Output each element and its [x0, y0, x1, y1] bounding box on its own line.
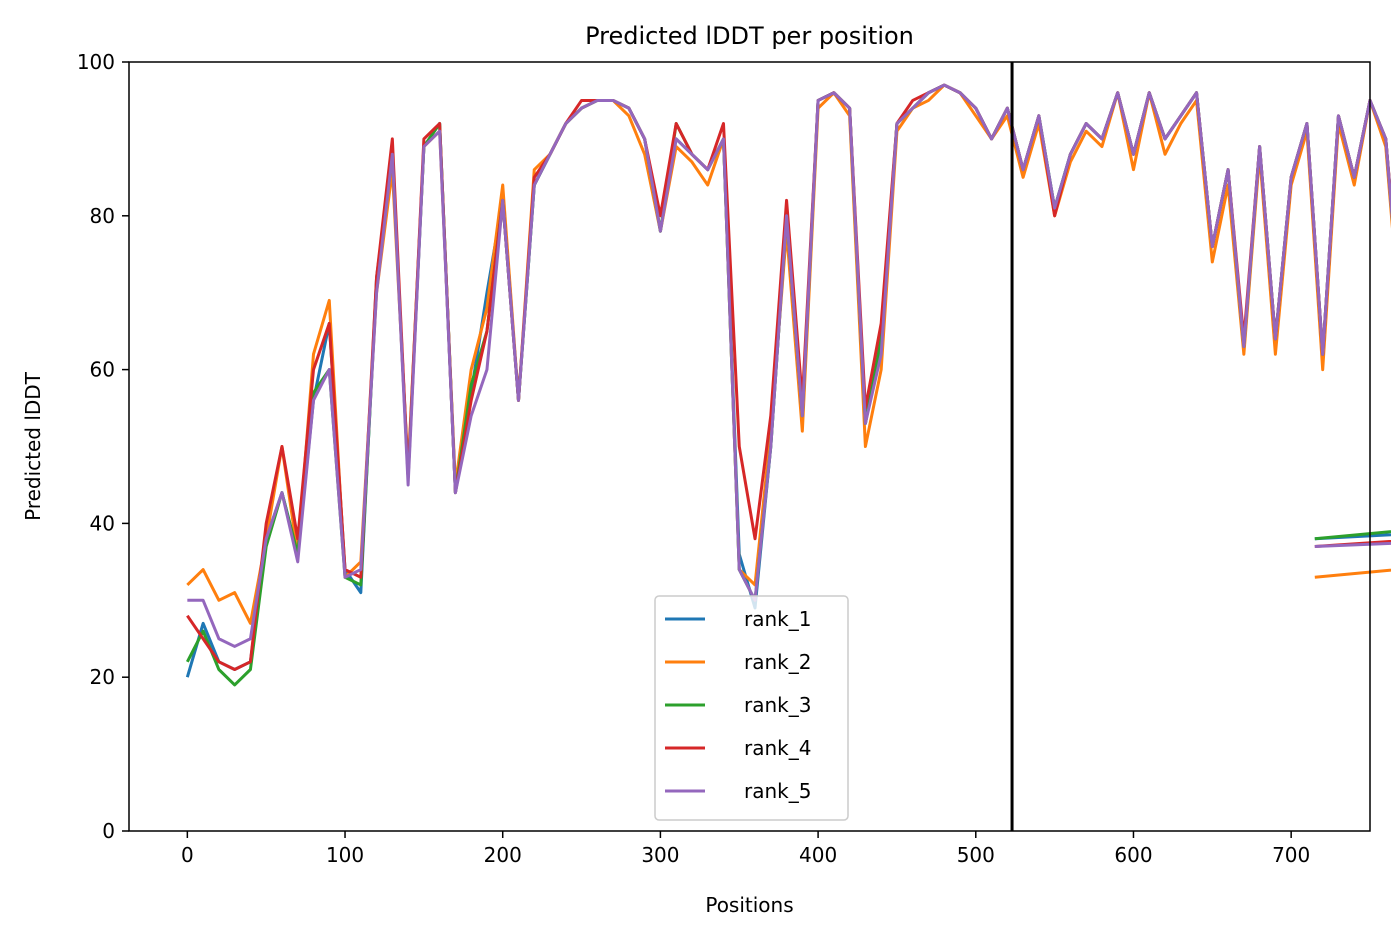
plot-frame: [128, 61, 1371, 832]
legend-box: [654, 595, 849, 821]
x-tick-label: 100: [326, 843, 364, 867]
x-tick-label: 500: [957, 843, 995, 867]
x-tick-label: 700: [1272, 843, 1310, 867]
y-tick-label: 0: [102, 819, 115, 843]
x-tick-label: 600: [1114, 843, 1152, 867]
series-line-rank_4: [186, 83, 1391, 672]
x-tick-label: 400: [799, 843, 837, 867]
x-tick-label: 200: [484, 843, 522, 867]
legend-label-rank_4: rank_4: [744, 736, 811, 760]
series-line-rank_3: [186, 83, 1391, 687]
y-tick-label: 40: [90, 511, 115, 535]
series-line-rank_5: [187, 83, 1391, 648]
y-tick-label: 60: [90, 358, 115, 382]
legend-label-rank_2: rank_2: [744, 650, 811, 674]
series-line-rank_2: [186, 83, 1391, 625]
series-line-rank_1: [185, 83, 1391, 678]
plot-lines: [185, 83, 1391, 687]
y-tick-label: 20: [90, 665, 115, 689]
x-axis: 0 100 200 300 400 500 600 700: [181, 831, 1310, 867]
legend-label-rank_5: rank_5: [744, 779, 811, 803]
x-axis-label: Positions: [705, 893, 793, 917]
y-axis: 0 20 40 60 80 100: [77, 50, 129, 843]
x-tick-label: 300: [641, 843, 679, 867]
y-tick-label: 100: [77, 50, 115, 74]
y-tick-label: 80: [90, 204, 115, 228]
legend: rank_1 rank_2 rank_3 rank_4 rank_5: [654, 595, 849, 821]
chart-title: Predicted lDDT per position: [585, 22, 914, 50]
legend-label-rank_3: rank_3: [744, 693, 811, 717]
x-tick-label: 0: [181, 843, 194, 867]
y-axis-label: Predicted lDDT: [21, 371, 45, 521]
legend-label-rank_1: rank_1: [744, 607, 811, 631]
